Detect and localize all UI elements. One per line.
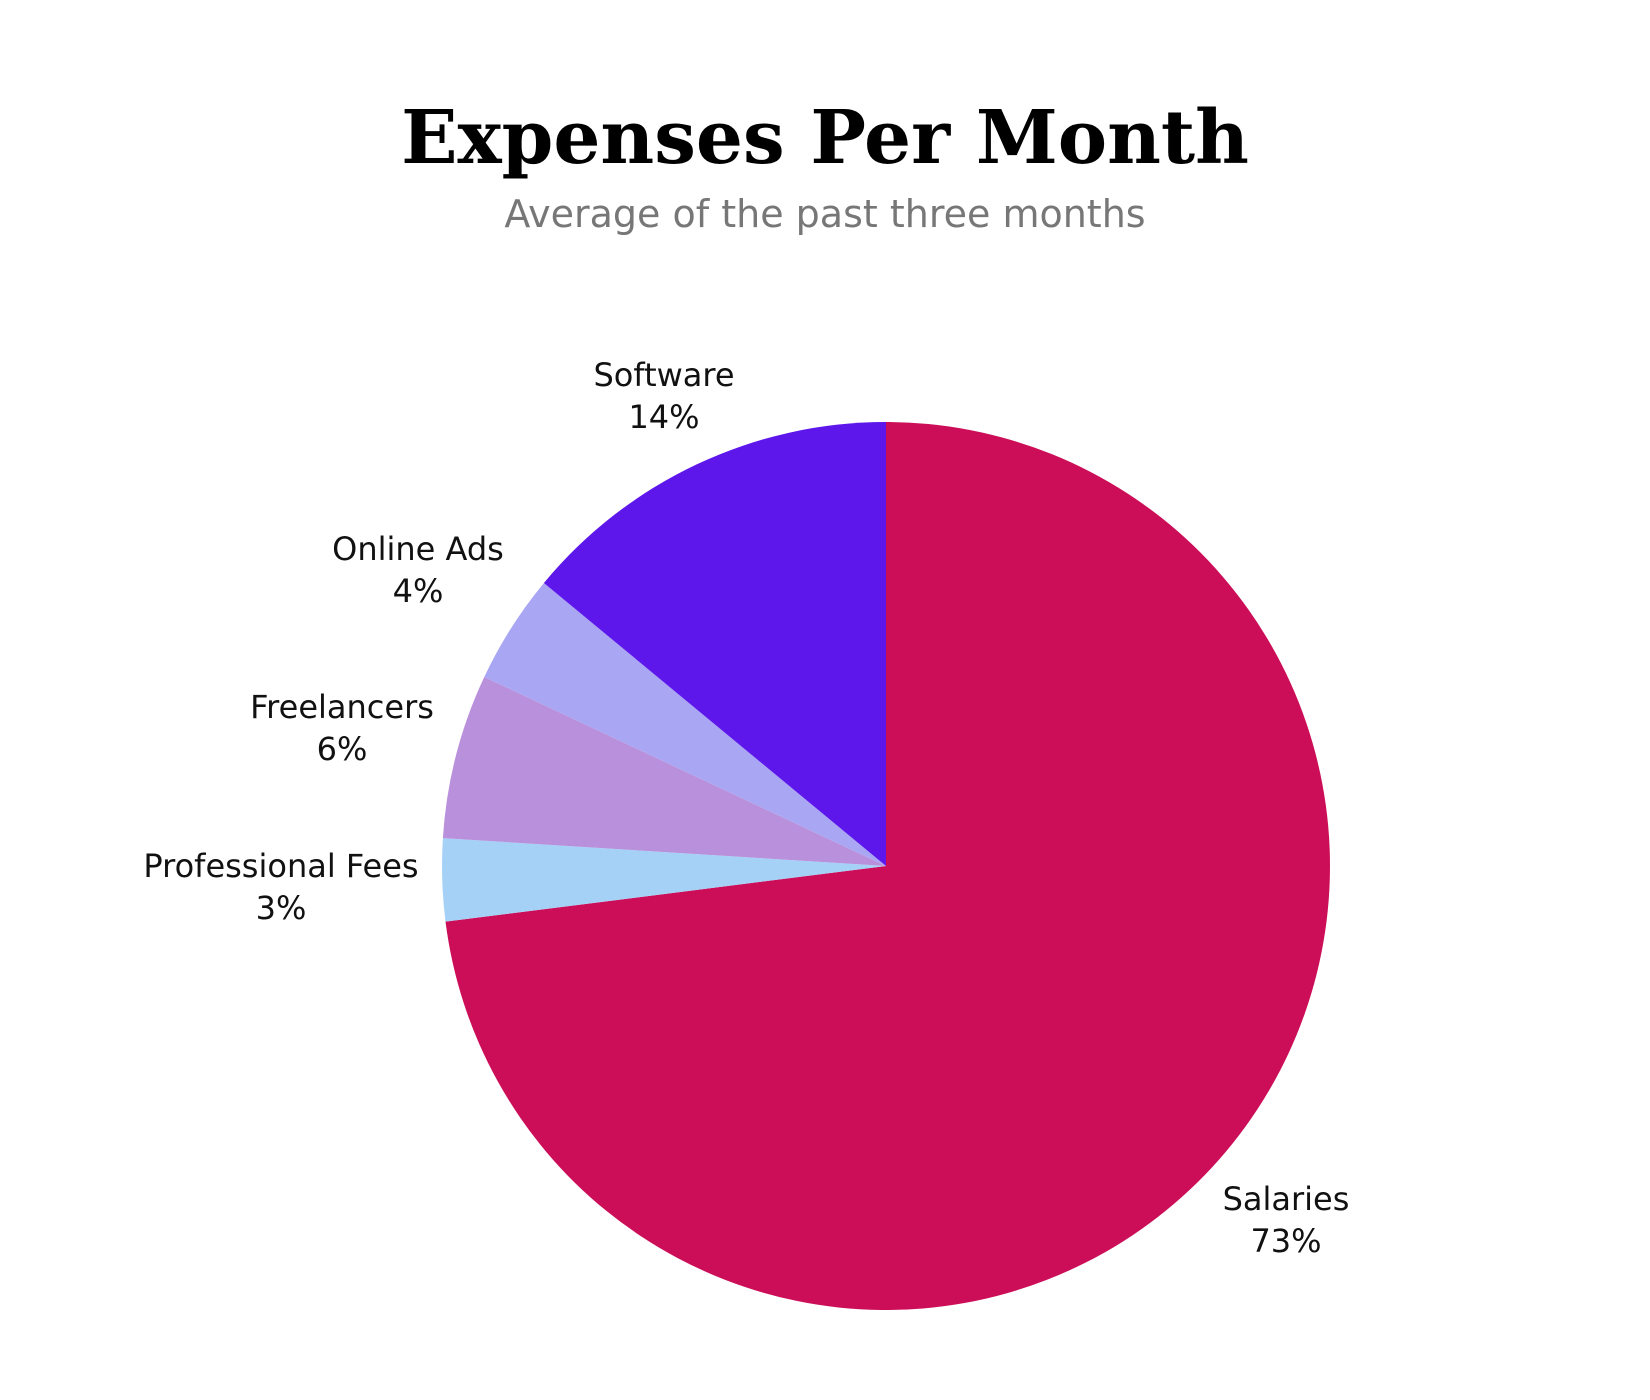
slice-label-name: Professional Fees xyxy=(143,847,418,885)
chart-subtitle: Average of the past three months xyxy=(504,192,1145,236)
slice-label-online-ads: Online Ads 4% xyxy=(332,530,504,610)
pie-labels: Salaries 73% Professional Fees 3% Freelancer… xyxy=(143,356,1349,1260)
slice-label-value: 14% xyxy=(628,398,699,436)
slice-label-software: Software 14% xyxy=(593,356,734,436)
slice-label-name: Salaries xyxy=(1223,1180,1350,1218)
pie-slice-software xyxy=(543,422,886,866)
pie-slice-professional-fees xyxy=(442,838,886,922)
slice-label-salaries: Salaries 73% xyxy=(1223,1180,1350,1260)
pie-slice-salaries xyxy=(445,422,1331,1310)
slice-label-freelancers: Freelancers 6% xyxy=(250,688,434,768)
pie-slice-online-ads xyxy=(484,582,886,866)
slice-label-professional-fees: Professional Fees 3% xyxy=(143,847,418,927)
slice-label-value: 3% xyxy=(256,889,307,927)
slice-label-name: Freelancers xyxy=(250,688,434,726)
pie-slices xyxy=(442,422,1331,1310)
chart-title: Expenses Per Month xyxy=(401,95,1249,181)
pie-slice-freelancers xyxy=(442,676,886,866)
slice-label-name: Software xyxy=(593,356,734,394)
slice-label-value: 6% xyxy=(317,730,368,768)
slice-label-name: Online Ads xyxy=(332,530,504,568)
slice-label-value: 73% xyxy=(1250,1222,1321,1260)
slice-label-value: 4% xyxy=(393,572,444,610)
